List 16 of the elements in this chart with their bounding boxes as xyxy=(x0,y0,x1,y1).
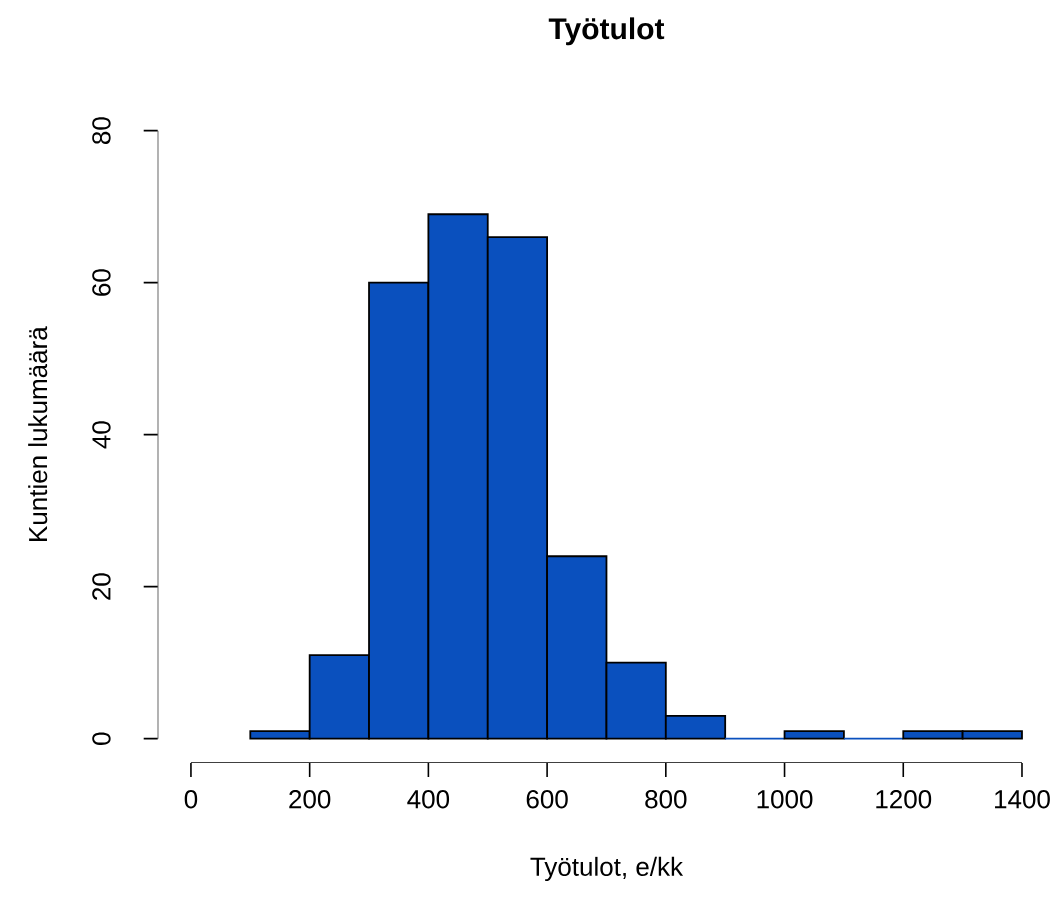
x-axis-title: Työtulot, e/kk xyxy=(530,856,684,882)
y-tick-label: 20 xyxy=(92,573,111,600)
x-tick-label: 400 xyxy=(407,790,450,809)
x-tick-label: 200 xyxy=(289,790,331,809)
x-tick-label: 600 xyxy=(526,790,568,809)
x-tick-label: 1400 xyxy=(995,790,1050,809)
y-tick-label: 40 xyxy=(92,421,111,449)
y-axis-title: Kuntien lukumäärä xyxy=(28,326,48,541)
y-tick-label: 60 xyxy=(92,269,111,296)
x-tick-label: 1000 xyxy=(757,790,813,809)
chart-title: Työtulot xyxy=(548,17,665,46)
x-tick-label: 1200 xyxy=(876,790,932,809)
x-tick-label: 0 xyxy=(184,790,198,809)
y-tick-label: 0 xyxy=(92,732,111,745)
y-tick-label: 80 xyxy=(92,117,111,144)
x-tick-label: 800 xyxy=(645,790,687,809)
